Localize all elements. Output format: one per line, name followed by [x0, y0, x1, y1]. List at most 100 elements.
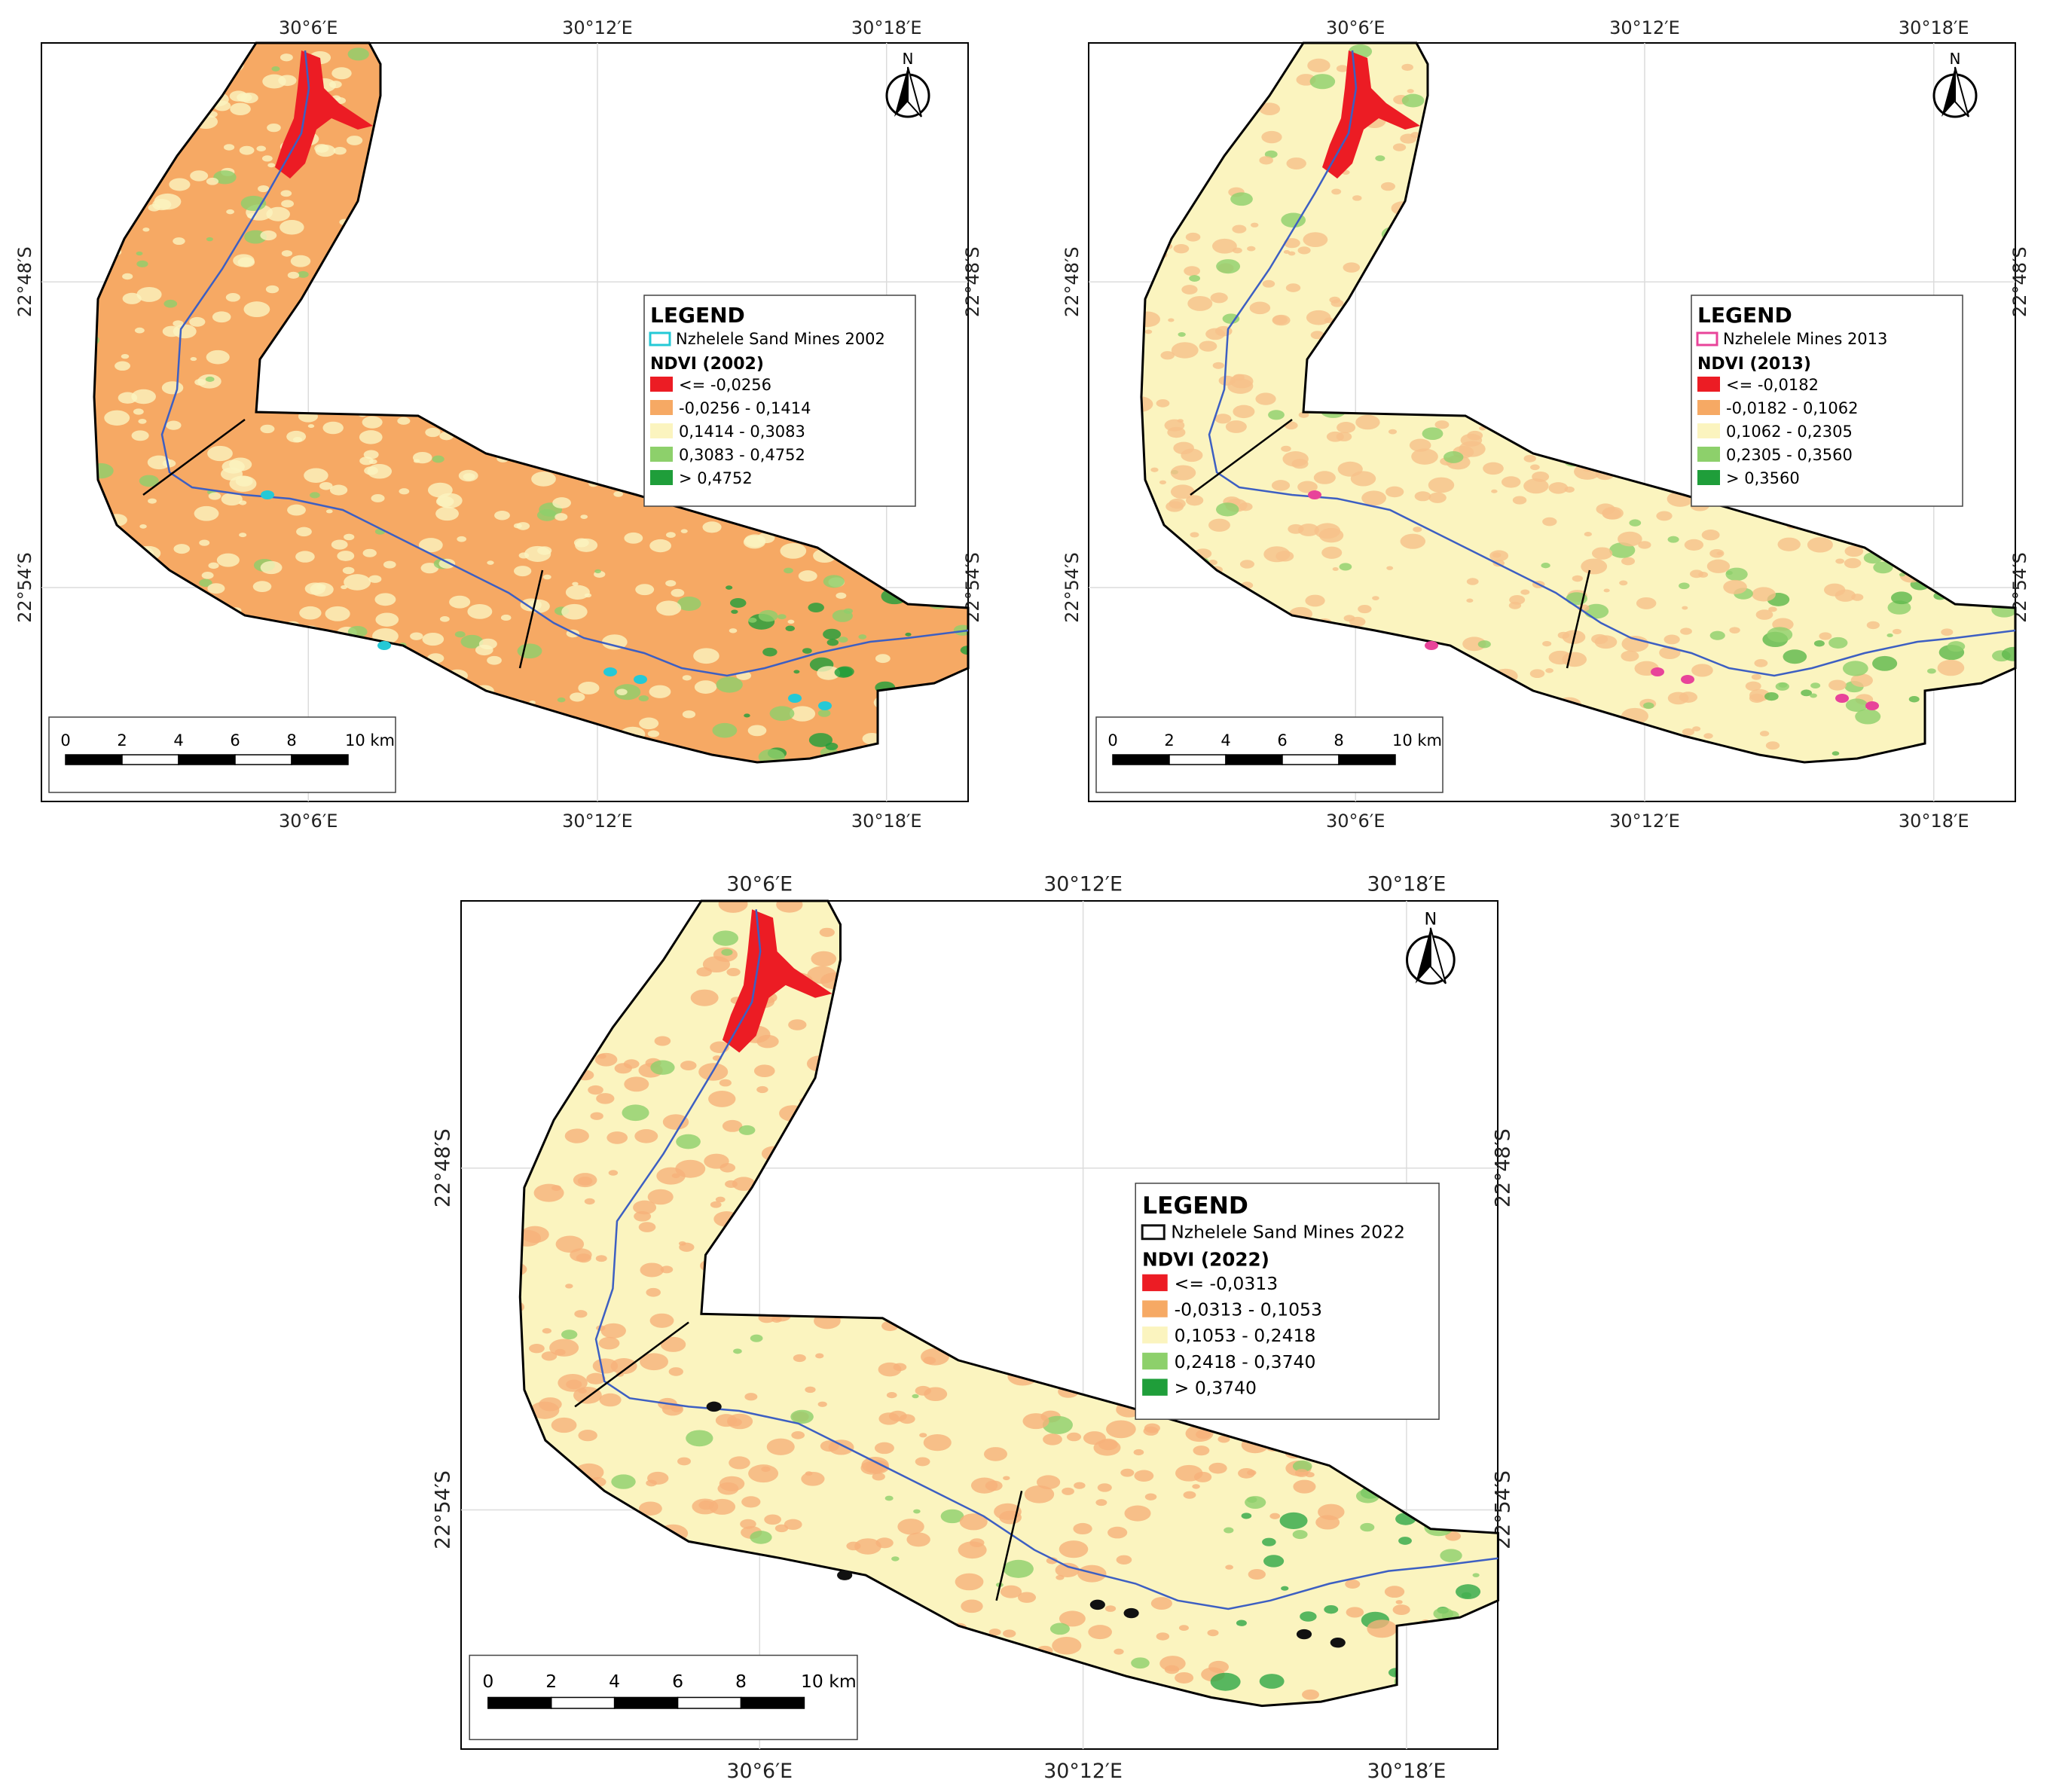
ndvi-class-swatch — [650, 377, 673, 392]
ndvi-class-swatch — [650, 423, 673, 438]
sand-mine-patch — [837, 1570, 853, 1580]
scale-bar-label: 2 — [1164, 731, 1174, 749]
x-tick-label-top: 30°6′E — [279, 17, 338, 38]
x-tick-label-bottom: 30°18′E — [851, 811, 922, 832]
x-tick-label-top: 30°18′E — [1367, 873, 1447, 896]
ndvi-class-swatch — [1697, 400, 1720, 415]
mines-legend-label: Nzhelele Mines 2013 — [1723, 330, 1887, 348]
ndvi-class-swatch — [1142, 1326, 1168, 1344]
ndvi-legend-title: NDVI (2022) — [1142, 1249, 1269, 1271]
ndvi-class-label: <= -0,0182 — [1726, 376, 1819, 394]
section-line — [1190, 418, 1293, 496]
sand-mine-patch — [1681, 675, 1694, 684]
section-line — [518, 569, 544, 669]
sand-mine-patch — [634, 675, 647, 684]
x-tick-label-top: 30°12′E — [1609, 17, 1680, 38]
y-tick-label-right: 22°48′S — [2009, 246, 2030, 317]
mines-legend-label: Nzhelele Sand Mines 2022 — [1171, 1222, 1405, 1243]
x-tick-label-bottom: 30°18′E — [1367, 1760, 1447, 1783]
scale-bar-label: 8 — [1334, 731, 1343, 749]
nzhelele-river — [1208, 50, 2016, 677]
north-label: N — [1950, 50, 1961, 68]
study-area-ndvi-base — [1141, 43, 2015, 762]
mines-legend-swatch — [649, 331, 671, 346]
x-tick-label-bottom: 30°12′E — [562, 811, 633, 832]
sand-mine-patch — [1425, 641, 1438, 650]
scale-bar-segment — [1169, 754, 1227, 765]
study-area-boundary — [93, 41, 970, 764]
sand-mine-patch — [261, 490, 274, 499]
scale-bar-label: 10 km — [801, 1671, 857, 1692]
x-tick-label-top: 30°12′E — [562, 17, 633, 38]
ndvi-class-label: -0,0313 - 0,1053 — [1175, 1299, 1322, 1320]
x-tick-label-top: 30°18′E — [851, 17, 922, 38]
ndvi-class-swatch — [1697, 377, 1720, 392]
scale-bar-segment — [1282, 754, 1340, 765]
sand-mine-patch — [1089, 1599, 1105, 1610]
x-tick-label-bottom: 30°6′E — [279, 811, 338, 832]
nzhelele-river — [594, 909, 1499, 1610]
scale-bar-label: 0 — [60, 731, 70, 749]
x-tick-label-top: 30°18′E — [1899, 17, 1969, 38]
mines-legend-swatch — [1141, 1224, 1166, 1241]
ndvi-class-label: > 0,3740 — [1175, 1378, 1257, 1399]
study-area-boundary — [1140, 41, 2017, 764]
sand-mine-patch — [818, 701, 832, 710]
scale-bar: 0 2 4 6 8 10 km — [48, 716, 396, 793]
scale-bar-label: 2 — [117, 731, 127, 749]
ndvi-legend-title: NDVI (2002) — [650, 355, 764, 374]
sand-mine-patch — [1835, 694, 1849, 703]
sand-mine-patch — [1296, 1629, 1312, 1640]
map-2002-panel: 30°6′E 30°6′E 30°12′E 30°12′E 30°18′E 30°18′E… — [14, 17, 983, 832]
ndvi-class-label: 0,3083 - 0,4752 — [679, 446, 805, 464]
scale-bar-segment — [740, 1696, 805, 1709]
x-tick-label-bottom: 30°6′E — [726, 1760, 793, 1783]
ndvi-class-swatch — [1697, 470, 1720, 485]
map-2013-panel: 30°6′E 30°6′E 30°12′E 30°12′E 30°18′E 30°18′E… — [1062, 17, 2030, 832]
ndvi-class-label: -0,0182 - 0,1062 — [1726, 399, 1858, 417]
sand-mine-patch — [706, 1401, 722, 1412]
scale-bar-label: 8 — [735, 1671, 747, 1692]
sand-mine-patch — [603, 667, 617, 676]
study-area-ndvi-base — [94, 43, 968, 762]
x-tick-label-top: 30°6′E — [726, 873, 793, 896]
study-area-boundary — [518, 899, 1499, 1708]
scale-bar-segment — [613, 1696, 679, 1709]
scale-bar-label: 6 — [1277, 731, 1287, 749]
section-line — [1566, 569, 1591, 669]
scale-bar-label: 4 — [173, 731, 183, 749]
y-tick-label-left: 22°54′S — [1062, 552, 1083, 623]
nzhelele-river — [160, 50, 969, 677]
scale-bar-label: 0 — [482, 1671, 493, 1692]
scale-bar-label: 4 — [609, 1671, 620, 1692]
ndvi-class-swatch — [1697, 447, 1720, 462]
sand-mine-patch — [1651, 667, 1664, 676]
scale-bar: 0 2 4 6 8 10 km — [469, 1654, 858, 1741]
north-arrow-icon: N — [885, 50, 930, 118]
sand-mine-patch — [1308, 490, 1321, 499]
ndvi-class-swatch — [650, 470, 673, 485]
ndvi-class-label: > 0,4752 — [679, 469, 753, 487]
scale-bar-segment — [550, 1696, 616, 1709]
ndvi-legend-title: NDVI (2013) — [1697, 355, 1811, 374]
scale-bar-label: 10 km — [1392, 731, 1442, 749]
scale-bar-segment — [677, 1696, 742, 1709]
north-arrow-icon: N — [1932, 50, 1978, 118]
ndvi-class-label: -0,0256 - 0,1414 — [679, 399, 811, 417]
x-tick-label-bottom: 30°18′E — [1899, 811, 1969, 832]
scale-bar-segment — [1338, 754, 1396, 765]
ndvi-class-label: > 0,3560 — [1726, 469, 1800, 487]
scale-bar-label: 0 — [1107, 731, 1117, 749]
legend: LEGEND Nzhelele Sand Mines 2002 NDVI (2002… — [643, 295, 916, 507]
ndvi-class-label: <= -0,0313 — [1175, 1273, 1278, 1294]
scale-bar-label: 10 km — [345, 731, 395, 749]
y-tick-label-right: 22°48′S — [962, 246, 983, 317]
ndvi-class-swatch — [1697, 423, 1720, 438]
scale-bar-segment — [487, 1696, 552, 1709]
ndvi-class-swatch — [1142, 1300, 1168, 1317]
scale-bar-label: 2 — [545, 1671, 557, 1692]
x-tick-label-top: 30°12′E — [1043, 873, 1123, 896]
y-tick-label-left: 22°54′S — [431, 1470, 454, 1549]
